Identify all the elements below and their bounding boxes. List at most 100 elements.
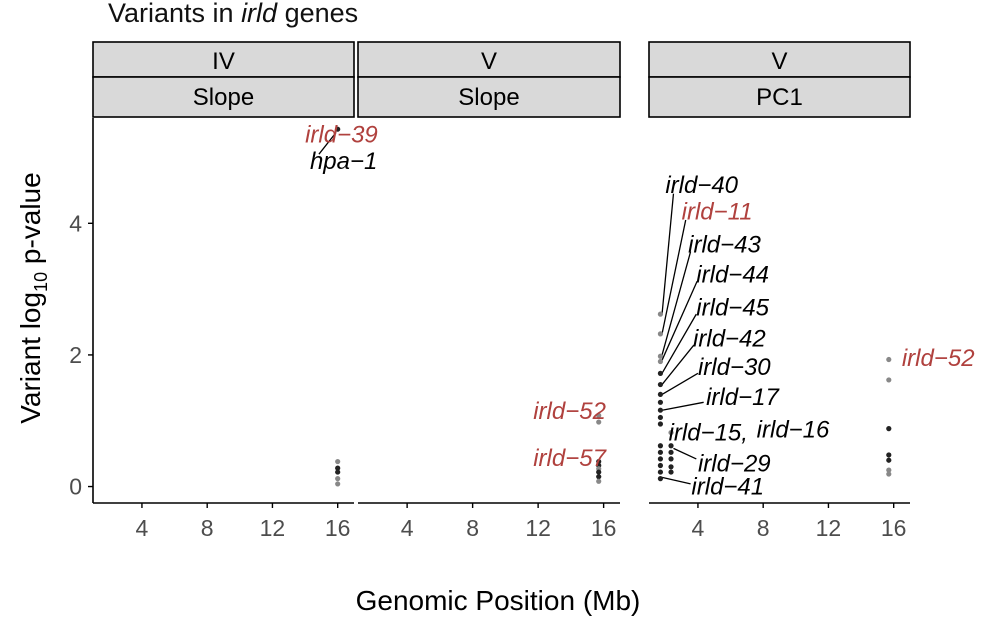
chart-title: Variants in irld genes xyxy=(108,0,358,29)
label-leader-line xyxy=(661,401,704,411)
label-leader-line xyxy=(661,280,698,361)
data-point xyxy=(657,399,664,405)
data-point xyxy=(657,370,664,376)
facet-strip-top-label: IV xyxy=(212,48,235,75)
gene-label: irld−52 xyxy=(533,398,606,425)
data-point xyxy=(657,391,664,398)
data-point xyxy=(596,458,602,465)
data-point xyxy=(886,356,892,363)
data-point xyxy=(596,469,602,475)
x-tick-label: 12 xyxy=(525,515,551,541)
chart-title-suffix: genes xyxy=(277,0,359,28)
data-point xyxy=(886,426,892,432)
data-point xyxy=(657,469,664,475)
facet-strip-top xyxy=(92,41,355,78)
x-tick-label: 12 xyxy=(260,515,286,541)
data-point xyxy=(657,331,664,337)
data-point xyxy=(657,476,664,482)
gene-label: irld−30 xyxy=(698,354,771,381)
facet-strip-bottom xyxy=(357,76,621,118)
gene-label: irld−43 xyxy=(688,231,761,258)
gene-label: hpa−1 xyxy=(310,148,377,175)
data-point xyxy=(596,412,602,419)
x-axis-title: Genomic Position (Mb) xyxy=(356,585,641,616)
data-point xyxy=(668,469,674,475)
facet-strip-top-label: V xyxy=(771,48,787,75)
x-tick-label: 12 xyxy=(816,515,842,541)
data-point xyxy=(596,478,602,484)
data-point xyxy=(657,407,664,413)
facet-strip-bottom-label: Slope xyxy=(458,84,519,111)
y-axis-title: Variant log10 p-value xyxy=(15,172,51,423)
data-point xyxy=(657,414,664,421)
data-point xyxy=(335,469,341,475)
data-point xyxy=(886,457,892,463)
gene-label: irld−44 xyxy=(696,262,769,289)
data-point xyxy=(657,449,664,455)
data-point xyxy=(596,474,602,480)
x-tick-label: 16 xyxy=(881,515,907,541)
data-point xyxy=(657,462,664,469)
chart-title-prefix: Variants in xyxy=(108,0,242,28)
label-leader-line xyxy=(318,132,337,155)
gene-label: irld−40 xyxy=(665,172,738,199)
data-point xyxy=(335,458,341,465)
label-leader-line xyxy=(661,193,675,315)
facet-strip-top-label: V xyxy=(481,48,497,75)
gene-label: irld−11 xyxy=(682,198,753,225)
x-tick-label: 8 xyxy=(757,515,770,541)
gene-label: irld−29 xyxy=(698,451,771,478)
data-point xyxy=(657,353,664,359)
data-point xyxy=(668,449,674,455)
data-point xyxy=(886,452,892,458)
y-tick-label: 2 xyxy=(69,342,82,368)
data-point xyxy=(886,471,892,477)
data-point xyxy=(657,381,664,388)
data-point xyxy=(886,377,892,383)
x-tick-label: 4 xyxy=(401,515,414,541)
gene-label: irld−45 xyxy=(696,295,769,322)
gene-label: irld−57 xyxy=(533,445,607,472)
gene-label: irld−52 xyxy=(902,345,975,372)
x-tick-label: 16 xyxy=(325,515,351,541)
label-leader-line xyxy=(673,447,697,460)
data-point xyxy=(668,464,674,470)
data-point xyxy=(335,465,341,471)
data-point xyxy=(657,443,664,449)
data-point xyxy=(657,311,664,317)
data-point xyxy=(657,456,664,462)
data-point xyxy=(668,456,674,462)
label-leader-line xyxy=(661,313,697,374)
data-point xyxy=(668,443,674,449)
data-point xyxy=(335,126,341,132)
data-point xyxy=(668,429,674,436)
x-tick-label: 16 xyxy=(591,515,617,541)
data-point xyxy=(886,467,892,473)
gene-label: irld−17 xyxy=(706,384,780,411)
data-point xyxy=(657,421,664,427)
label-leader-line xyxy=(661,344,695,385)
data-point xyxy=(335,476,341,482)
gene-label: irld−39 xyxy=(305,121,378,148)
label-leader-line xyxy=(661,251,692,356)
gene-label: irld−42 xyxy=(693,325,766,352)
x-tick-label: 4 xyxy=(692,515,705,541)
facet-strip-bottom xyxy=(92,76,355,118)
facet-strip-top xyxy=(648,41,911,78)
facet-strip-bottom-label: PC1 xyxy=(756,84,803,111)
label-leader-line xyxy=(661,219,687,334)
gene-label: irld−41 xyxy=(691,474,764,501)
label-leader-line xyxy=(661,372,699,395)
facet-strip-bottom xyxy=(648,76,911,118)
gene-label: irld−16 xyxy=(757,416,830,443)
x-tick-label: 8 xyxy=(201,515,214,541)
chart-title-italic: irld xyxy=(241,0,278,28)
label-leader-line xyxy=(661,476,691,485)
y-tick-label: 4 xyxy=(69,210,82,236)
y-tick-label: 0 xyxy=(69,474,82,500)
data-point xyxy=(657,358,664,365)
facet-strip-top xyxy=(357,41,621,78)
data-point xyxy=(596,419,602,425)
x-tick-label: 4 xyxy=(136,515,149,541)
